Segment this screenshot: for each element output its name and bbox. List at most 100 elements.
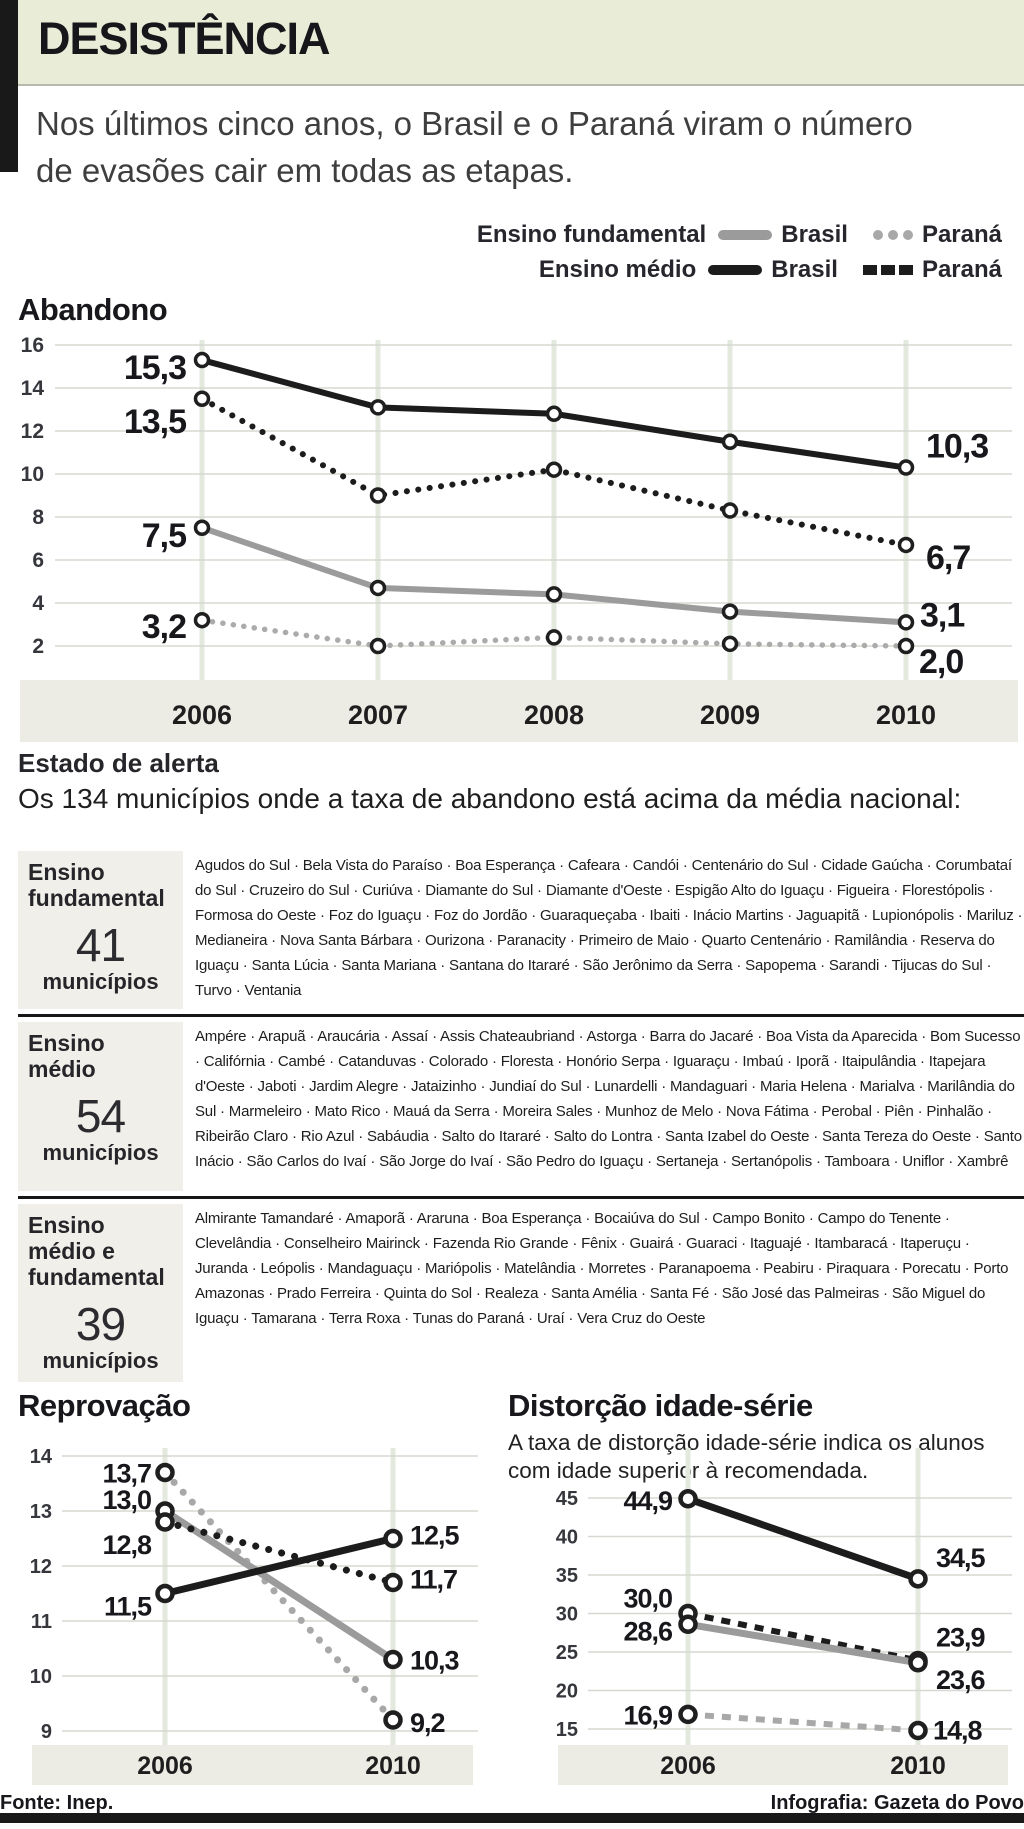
block-ensino-fundamental: Ensino fundamental 41 municípios Agudos … [18, 846, 1024, 1014]
block-ensino-medio-e-fundamental: Ensino médio e fundamental 39 municípios… [18, 1196, 1024, 1387]
category-count: 41 [75, 919, 126, 971]
svg-text:11,7: 11,7 [410, 1565, 457, 1595]
legend-group-label: Ensino fundamental [476, 221, 707, 248]
svg-text:7,5: 7,5 [142, 517, 186, 555]
page-title: DESISTÊNCIA [38, 13, 331, 64]
svg-text:23,6: 23,6 [936, 1665, 986, 1695]
svg-text:2008: 2008 [524, 700, 584, 730]
svg-text:2010: 2010 [876, 700, 936, 730]
reprovacao-line-chart: 2006 2010 14 13 12 11 10 9 13,713,0 12,8 11,5 12,5 1… [30, 1446, 478, 1785]
abandono-line-chart: 2006 2007 2008 2009 2010 16 14 12 10 8 6 4 2 15,3 13,5… [20, 334, 1018, 742]
intro-text: Nos últimos cinco anos, o Brasil e o Par… [36, 105, 913, 189]
svg-text:8: 8 [32, 506, 44, 529]
svg-text:9,2: 9,2 [410, 1708, 445, 1738]
source-credit: Fonte: Inep. [0, 1792, 114, 1814]
svg-text:20: 20 [556, 1681, 578, 1703]
distorcao-chart-title: Distorção idade-série [508, 1388, 813, 1423]
category-unit: municípios [42, 1140, 159, 1165]
category-label: Ensino médio [28, 1030, 105, 1082]
svg-text:12,8: 12,8 [102, 1530, 152, 1560]
legend-item-label: Brasil [771, 256, 838, 283]
category-label: Ensino médio e fundamental [28, 1212, 165, 1290]
svg-text:2: 2 [32, 635, 44, 658]
alert-section-subheading: Os 134 municípios onde a taxa de abandon… [18, 783, 962, 814]
municipality-list: Ampére · Arapuã · Araucária · Assaí · As… [195, 1028, 1022, 1170]
svg-text:2010: 2010 [890, 1752, 946, 1780]
svg-text:3,1: 3,1 [920, 596, 964, 634]
legend-item-label: Paraná [921, 221, 1002, 248]
svg-text:35: 35 [556, 1565, 578, 1587]
svg-text:15,3: 15,3 [124, 349, 186, 387]
svg-text:12: 12 [21, 420, 44, 443]
category-unit: municípios [42, 1348, 159, 1373]
legend-item-label: Paraná [921, 256, 1002, 283]
category-box: Ensino médio e fundamental 39 municípios [18, 1204, 183, 1382]
svg-text:13,7: 13,7 [102, 1459, 151, 1489]
legend-item-label: Brasil [781, 221, 848, 248]
category-box: Ensino médio 54 municípios [18, 1022, 183, 1191]
svg-text:2006: 2006 [137, 1752, 193, 1780]
infographic-credit: Infografia: Gazeta do Povo [770, 1792, 1024, 1814]
header-accent-bar [0, 0, 18, 172]
municipality-list: Agudos do Sul · Bela Vista do Paraíso · … [195, 857, 1023, 999]
abandono-chart-title: Abandono [18, 292, 168, 327]
svg-text:16,9: 16,9 [623, 1700, 673, 1730]
svg-text:10,3: 10,3 [926, 428, 988, 466]
svg-text:2009: 2009 [700, 700, 760, 730]
svg-text:9: 9 [41, 1721, 52, 1743]
legend-group-label: Ensino médio [538, 256, 697, 283]
svg-text:12,5: 12,5 [410, 1521, 460, 1551]
svg-text:25: 25 [556, 1642, 578, 1664]
legend-swatch-medio-parana-icon [862, 265, 913, 275]
legend-swatch-fundamental-parana-icon [872, 230, 913, 240]
svg-text:10: 10 [30, 1666, 52, 1688]
svg-text:6,7: 6,7 [926, 539, 970, 577]
distorcao-line-chart: 2006 2010 45 40 35 30 25 20 15 44,9 30,028,6 16,9 34… [556, 1448, 1012, 1785]
svg-text:12: 12 [30, 1556, 52, 1578]
svg-text:14: 14 [30, 1446, 53, 1468]
svg-text:30,0: 30,0 [623, 1584, 672, 1614]
svg-text:45: 45 [556, 1488, 578, 1510]
svg-text:14: 14 [21, 377, 45, 400]
svg-text:11: 11 [31, 1611, 52, 1633]
category-count: 54 [75, 1090, 126, 1142]
svg-text:2006: 2006 [660, 1752, 716, 1780]
svg-text:2006: 2006 [172, 700, 232, 730]
svg-text:13: 13 [30, 1501, 52, 1523]
svg-text:2007: 2007 [348, 700, 408, 730]
legend-row-fundamental: Ensino fundamental Brasil Paraná [477, 221, 1002, 249]
footer-bar [0, 1813, 1024, 1823]
svg-text:13,5: 13,5 [124, 403, 186, 441]
svg-text:2,0: 2,0 [919, 643, 963, 681]
category-box: Ensino fundamental 41 municípios [18, 851, 183, 1009]
header-band: DESISTÊNCIA [18, 0, 1024, 86]
category-unit: municípios [42, 969, 159, 994]
block-ensino-medio: Ensino médio 54 municípios Ampére · Arap… [18, 1014, 1024, 1196]
svg-text:16: 16 [21, 334, 44, 357]
svg-text:10: 10 [21, 463, 44, 486]
svg-text:40: 40 [556, 1527, 578, 1549]
svg-text:15: 15 [556, 1719, 578, 1741]
category-count: 39 [75, 1298, 126, 1350]
legend-swatch-medio-brasil-icon [708, 265, 763, 275]
svg-text:44,9: 44,9 [623, 1486, 673, 1516]
svg-text:30: 30 [556, 1604, 578, 1626]
chart-legend: Ensino fundamental Brasil Paraná Ensino … [477, 221, 1002, 284]
svg-text:10,3: 10,3 [410, 1646, 460, 1676]
category-label: Ensino fundamental [28, 859, 165, 911]
svg-text:6: 6 [32, 549, 44, 572]
svg-text:23,9: 23,9 [936, 1622, 986, 1652]
svg-text:11,5: 11,5 [104, 1592, 152, 1622]
legend-swatch-fundamental-brasil-icon [718, 230, 773, 240]
svg-text:4: 4 [32, 592, 44, 615]
svg-text:2010: 2010 [365, 1752, 421, 1780]
svg-text:14,8: 14,8 [933, 1716, 983, 1746]
svg-text:28,6: 28,6 [623, 1616, 673, 1646]
reprovacao-chart-title: Reprovação [18, 1388, 191, 1423]
alert-section-heading: Estado de alerta [18, 748, 219, 778]
svg-text:34,5: 34,5 [936, 1543, 986, 1573]
svg-text:3,2: 3,2 [142, 608, 186, 646]
legend-row-medio: Ensino médio Brasil Paraná [539, 256, 1002, 284]
svg-text:13,0: 13,0 [102, 1485, 151, 1515]
municipality-blocks: Ensino fundamental 41 municípios Agudos … [18, 846, 1024, 1387]
